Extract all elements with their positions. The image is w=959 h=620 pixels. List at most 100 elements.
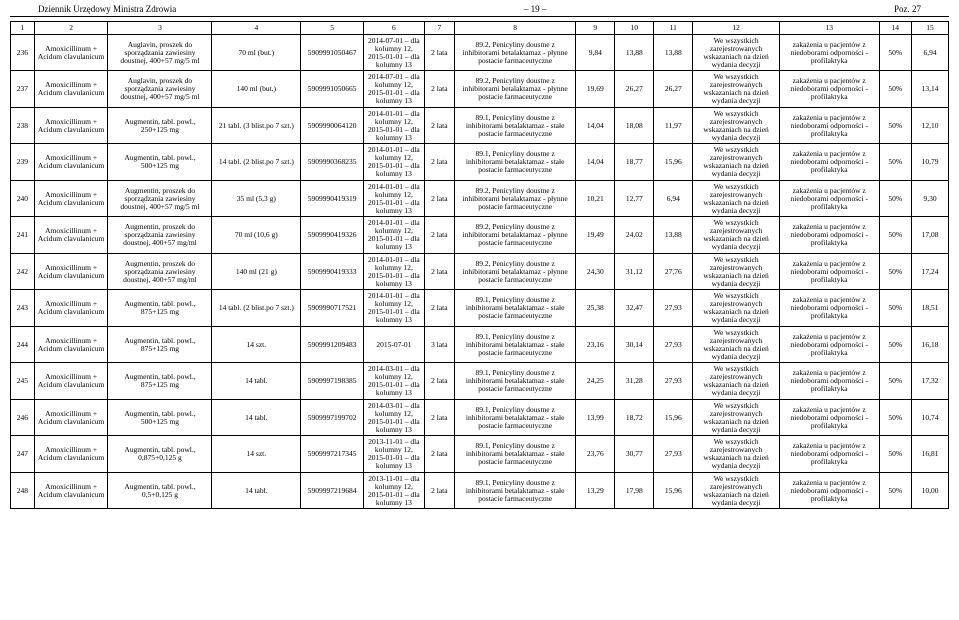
cell-c11: 15,96 [654, 144, 693, 181]
cell-c7: 2 lata [424, 363, 454, 400]
cell-c1: 243 [11, 290, 35, 327]
cell-c15: 17,24 [912, 253, 949, 290]
cell-c14: 50% [879, 290, 911, 327]
col-header-14: 14 [879, 22, 911, 35]
cell-c6: 2014-03-01 – dla kolumny 12, 2015-01-01 … [364, 399, 425, 436]
cell-c12: We wszystkich zarejestrowanych wskazania… [693, 472, 780, 509]
cell-c10: 31,28 [615, 363, 654, 400]
cell-c15: 10,74 [912, 399, 949, 436]
table-row: 243Amoxicillinum + Acidum clavulanicumAu… [11, 290, 949, 327]
cell-c10: 31,12 [615, 253, 654, 290]
cell-c14: 50% [879, 107, 911, 144]
cell-c13: zakażenia u pacjentów z niedoborami odpo… [779, 180, 879, 217]
cell-c13: zakażenia u pacjentów z niedoborami odpo… [779, 107, 879, 144]
cell-c5: 5909997199702 [301, 399, 364, 436]
cell-c15: 17,32 [912, 363, 949, 400]
cell-c11: 27,93 [654, 363, 693, 400]
table-row: 238Amoxicillinum + Acidum clavulanicumAu… [11, 107, 949, 144]
cell-c6: 2014-01-01 – dla kolumny 12, 2015-01-01 … [364, 107, 425, 144]
col-header-7: 7 [424, 22, 454, 35]
cell-c12: We wszystkich zarejestrowanych wskazania… [693, 436, 780, 473]
cell-c3: Augmentin, tabl. powl., 875+125 mg [108, 326, 212, 363]
table-row: 237Amoxicillinum + Acidum clavulanicumAu… [11, 71, 949, 108]
cell-c4: 70 ml (10,6 g) [212, 217, 301, 254]
table-row: 247Amoxicillinum + Acidum clavulanicumAu… [11, 436, 949, 473]
cell-c6: 2014-07-01 – dla kolumny 12, 2015-01-01 … [364, 71, 425, 108]
cell-c11: 13,88 [654, 34, 693, 71]
col-header-5: 5 [301, 22, 364, 35]
cell-c8: 89.1, Penicyliny doustne z inhibitorami … [455, 290, 576, 327]
cell-c15: 18,51 [912, 290, 949, 327]
cell-c14: 50% [879, 144, 911, 181]
cell-c14: 50% [879, 399, 911, 436]
cell-c9: 13,99 [576, 399, 615, 436]
cell-c3: Augmentin, proszek do sporządzania zawie… [108, 217, 212, 254]
cell-c12: We wszystkich zarejestrowanych wskazania… [693, 180, 780, 217]
cell-c13: zakażenia u pacjentów z niedoborami odpo… [779, 253, 879, 290]
cell-c12: We wszystkich zarejestrowanych wskazania… [693, 34, 780, 71]
cell-c4: 14 tabl. (2 blist.po 7 szt.) [212, 144, 301, 181]
cell-c9: 14,04 [576, 107, 615, 144]
cell-c14: 50% [879, 253, 911, 290]
table-row: 236Amoxicillinum + Acidum clavulanicumAu… [11, 34, 949, 71]
col-header-15: 15 [912, 22, 949, 35]
cell-c5: 5909991050665 [301, 71, 364, 108]
cell-c1: 246 [11, 399, 35, 436]
cell-c6: 2014-01-01 – dla kolumny 12, 2015-01-01 … [364, 253, 425, 290]
col-header-10: 10 [615, 22, 654, 35]
cell-c9: 24,25 [576, 363, 615, 400]
cell-c3: Augmentin, tabl. powl., 875+125 mg [108, 363, 212, 400]
cell-c8: 89.2, Penicyliny doustne z inhibitorami … [455, 180, 576, 217]
cell-c2: Amoxicillinum + Acidum clavulanicum [34, 472, 108, 509]
cell-c8: 89.1, Penicyliny doustne z inhibitorami … [455, 472, 576, 509]
header-left: Dziennik Urzędowy Ministra Zdrowia [38, 4, 176, 14]
cell-c14: 50% [879, 472, 911, 509]
cell-c3: Augmentin, tabl. powl., 250+125 mg [108, 107, 212, 144]
cell-c8: 89.2, Penicyliny doustne z inhibitorami … [455, 217, 576, 254]
cell-c7: 2 lata [424, 253, 454, 290]
cell-c3: Auglavin, proszek do sporządzania zawies… [108, 34, 212, 71]
cell-c1: 247 [11, 436, 35, 473]
cell-c9: 24,30 [576, 253, 615, 290]
table-row: 245Amoxicillinum + Acidum clavulanicumAu… [11, 363, 949, 400]
cell-c15: 6,94 [912, 34, 949, 71]
cell-c4: 14 szt. [212, 436, 301, 473]
cell-c10: 30,77 [615, 436, 654, 473]
cell-c11: 27,76 [654, 253, 693, 290]
cell-c9: 19,69 [576, 71, 615, 108]
cell-c12: We wszystkich zarejestrowanych wskazania… [693, 363, 780, 400]
cell-c2: Amoxicillinum + Acidum clavulanicum [34, 107, 108, 144]
table-row: 248Amoxicillinum + Acidum clavulanicumAu… [11, 472, 949, 509]
col-header-8: 8 [455, 22, 576, 35]
cell-c4: 14 tabl. [212, 399, 301, 436]
cell-c13: zakażenia u pacjentów z niedoborami odpo… [779, 217, 879, 254]
cell-c13: zakażenia u pacjentów z niedoborami odpo… [779, 399, 879, 436]
cell-c2: Amoxicillinum + Acidum clavulanicum [34, 326, 108, 363]
table-row: 241Amoxicillinum + Acidum clavulanicumAu… [11, 217, 949, 254]
cell-c12: We wszystkich zarejestrowanych wskazania… [693, 399, 780, 436]
cell-c11: 27,93 [654, 326, 693, 363]
cell-c6: 2014-01-01 – dla kolumny 12, 2015-01-01 … [364, 217, 425, 254]
cell-c2: Amoxicillinum + Acidum clavulanicum [34, 180, 108, 217]
cell-c10: 18,77 [615, 144, 654, 181]
cell-c2: Amoxicillinum + Acidum clavulanicum [34, 34, 108, 71]
cell-c9: 25,38 [576, 290, 615, 327]
cell-c14: 50% [879, 180, 911, 217]
cell-c9: 23,76 [576, 436, 615, 473]
cell-c12: We wszystkich zarejestrowanych wskazania… [693, 326, 780, 363]
cell-c8: 89.1, Penicyliny doustne z inhibitorami … [455, 436, 576, 473]
cell-c14: 50% [879, 436, 911, 473]
cell-c4: 14 szt. [212, 326, 301, 363]
cell-c5: 5909991209483 [301, 326, 364, 363]
cell-c7: 2 lata [424, 34, 454, 71]
table-row: 242Amoxicillinum + Acidum clavulanicumAu… [11, 253, 949, 290]
cell-c2: Amoxicillinum + Acidum clavulanicum [34, 363, 108, 400]
cell-c6: 2014-01-01 – dla kolumny 12, 2015-01-01 … [364, 290, 425, 327]
col-header-13: 13 [779, 22, 879, 35]
cell-c4: 21 tabl. (3 blist.po 7 szt.) [212, 107, 301, 144]
cell-c15: 17,08 [912, 217, 949, 254]
cell-c3: Augmentin, tabl. powl., 500+125 mg [108, 144, 212, 181]
cell-c15: 12,10 [912, 107, 949, 144]
cell-c4: 70 ml (but.) [212, 34, 301, 71]
cell-c13: zakażenia u pacjentów z niedoborami odpo… [779, 472, 879, 509]
